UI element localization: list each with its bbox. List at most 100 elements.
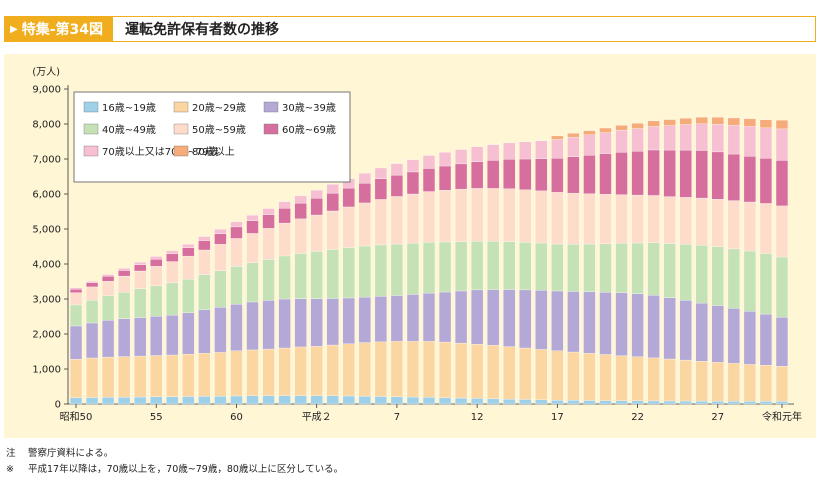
bar-segment xyxy=(118,292,131,319)
bar-segment xyxy=(182,247,195,257)
bar-segment xyxy=(599,243,612,293)
bar-segment xyxy=(695,400,708,405)
bar-segment xyxy=(631,242,644,294)
bar-segment xyxy=(583,400,596,405)
bar-segment xyxy=(262,208,275,215)
bar-segment xyxy=(775,128,789,161)
bar-segment xyxy=(294,298,307,348)
bar-segment xyxy=(535,349,548,400)
bar-segment xyxy=(390,295,403,342)
bar-segment xyxy=(214,395,227,405)
bar-segment xyxy=(438,341,452,398)
bar-segment xyxy=(246,301,259,351)
bar-segment xyxy=(422,168,436,192)
bar-segment xyxy=(647,126,660,151)
bar-segment xyxy=(246,233,259,263)
bar-segment xyxy=(454,290,468,344)
bar-segment xyxy=(631,194,644,244)
bar-segment xyxy=(663,196,676,244)
bar-segment xyxy=(294,346,307,396)
legend-label: 40歳~49歳 xyxy=(102,124,156,136)
bar-segment xyxy=(85,300,99,324)
bar-segment xyxy=(551,350,564,401)
bar-segment xyxy=(230,238,243,267)
bar-segment xyxy=(294,202,307,220)
bar-segment xyxy=(262,395,275,405)
bar-segment xyxy=(647,242,660,296)
bar-segment xyxy=(663,119,676,126)
y-tick-label: 2,000 xyxy=(32,330,61,341)
bar-segment xyxy=(663,358,676,402)
bar-segment xyxy=(743,401,756,405)
bar-segment xyxy=(214,244,227,271)
bar-segment xyxy=(326,395,339,405)
bar-segment xyxy=(182,255,195,280)
bar-segment xyxy=(471,146,484,162)
legend-label: 16歳~19歳 xyxy=(102,102,156,114)
bar-segment xyxy=(134,396,147,405)
bar-segment xyxy=(503,289,516,347)
bar-segment xyxy=(198,396,211,405)
bar-segment xyxy=(679,400,692,405)
bar-segment xyxy=(471,161,484,189)
bar-segment xyxy=(422,397,436,405)
bar-segment xyxy=(310,346,323,396)
bar-segment xyxy=(615,292,628,356)
bar-segment xyxy=(695,302,708,362)
figure-title: 運転免許保有者数の推移 xyxy=(113,16,816,42)
bar-segment xyxy=(150,259,163,267)
bar-segment xyxy=(374,341,387,397)
bar-segment xyxy=(69,289,83,293)
bar-segment xyxy=(326,210,339,250)
bar-segment xyxy=(711,305,724,363)
bar-segment xyxy=(519,189,532,243)
bar-segment xyxy=(85,282,99,288)
bar-segment xyxy=(406,294,420,342)
figure-header: ▶ 特集-第34図 運転免許保有者数の推移 xyxy=(4,16,816,42)
bar-segment xyxy=(358,395,371,405)
bar-segment xyxy=(278,201,291,209)
bar-segment xyxy=(214,229,227,234)
bar-segment xyxy=(85,322,99,359)
bar-segment xyxy=(374,178,387,200)
bar-segment xyxy=(214,270,227,308)
bar-segment xyxy=(230,266,243,305)
bar-segment xyxy=(551,290,564,351)
bar-segment xyxy=(358,245,371,298)
bar-segment xyxy=(454,342,468,399)
bar-segment xyxy=(583,353,596,401)
bar-segment xyxy=(390,163,403,176)
x-tick-label: 平成２ xyxy=(302,411,332,423)
bar-segment xyxy=(775,256,789,318)
bar-segment xyxy=(69,287,83,290)
bar-segment xyxy=(69,304,83,327)
bar-segment xyxy=(310,198,323,216)
bar-segment xyxy=(406,193,420,244)
bar-segment xyxy=(503,346,516,400)
legend-label: 20歳~29歳 xyxy=(192,102,246,114)
bar-segment xyxy=(454,163,468,190)
bar-segment xyxy=(519,347,532,400)
bar-segment xyxy=(390,243,403,296)
bar-segment xyxy=(230,226,243,239)
bar-segment xyxy=(118,318,131,357)
bar-segment xyxy=(535,140,548,159)
bar-segment xyxy=(230,395,243,405)
bar-segment xyxy=(422,155,436,169)
bar-segment xyxy=(246,262,259,303)
bar-segment xyxy=(567,291,580,353)
y-axis-unit: (万人) xyxy=(32,66,60,78)
bar-segment xyxy=(775,317,789,367)
bar-segment xyxy=(278,347,291,396)
bar-segment xyxy=(679,244,692,301)
bar-segment xyxy=(454,149,468,165)
bar-segment xyxy=(519,242,532,291)
bar-segment xyxy=(727,308,740,364)
bar-segment xyxy=(230,304,243,351)
bar-segment xyxy=(647,195,660,243)
bar-segment xyxy=(134,270,147,290)
bar-segment xyxy=(551,135,564,140)
bar-segment xyxy=(134,317,147,357)
bar-segment xyxy=(695,123,708,151)
bar-segment xyxy=(118,270,131,277)
